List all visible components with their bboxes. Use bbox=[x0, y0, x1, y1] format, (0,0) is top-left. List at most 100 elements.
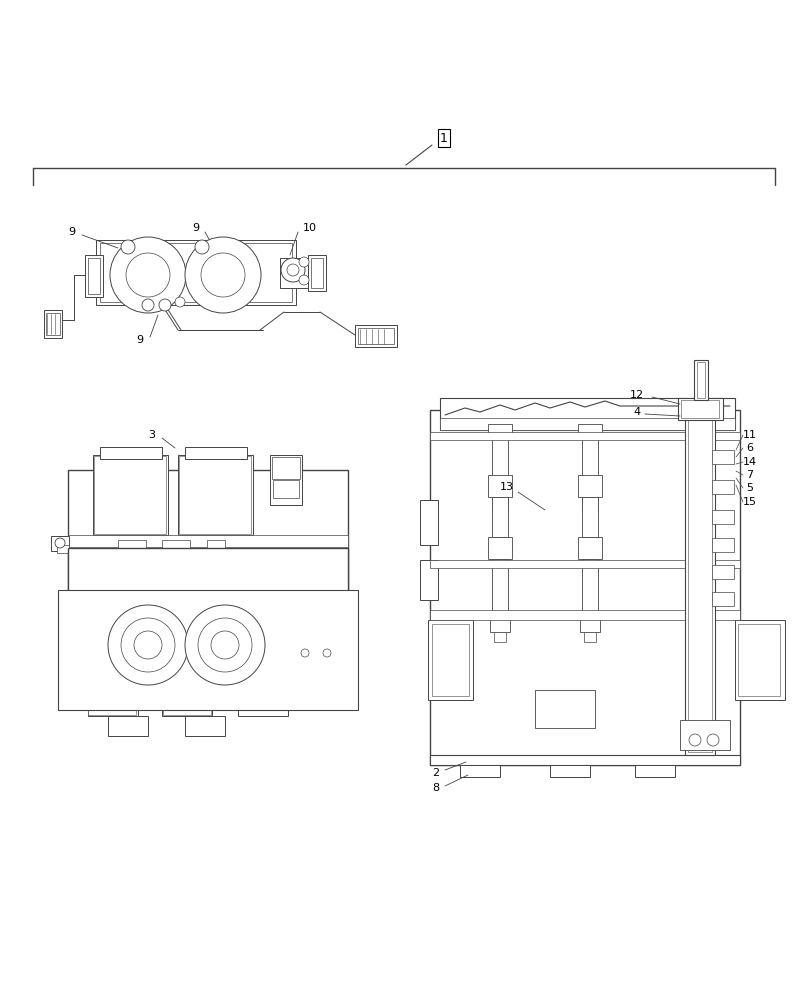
Bar bbox=[687, 418, 711, 752]
Bar bbox=[734, 620, 784, 700]
Bar bbox=[51, 536, 69, 551]
Circle shape bbox=[126, 253, 169, 297]
Bar bbox=[178, 455, 253, 535]
Bar bbox=[68, 535, 348, 547]
Bar bbox=[430, 432, 739, 440]
Bar bbox=[108, 716, 148, 736]
Bar bbox=[46, 313, 60, 335]
Bar bbox=[427, 620, 473, 700]
Bar bbox=[737, 624, 779, 696]
Bar bbox=[493, 632, 505, 642]
Circle shape bbox=[108, 605, 188, 685]
Circle shape bbox=[211, 631, 238, 659]
Bar bbox=[440, 418, 734, 430]
Text: 1: 1 bbox=[440, 132, 448, 145]
Bar bbox=[577, 424, 601, 434]
Bar bbox=[85, 255, 103, 297]
Bar bbox=[96, 240, 296, 305]
Bar bbox=[419, 500, 437, 545]
Circle shape bbox=[706, 734, 718, 746]
Bar bbox=[280, 258, 307, 288]
Bar bbox=[581, 430, 597, 510]
Bar bbox=[491, 559, 508, 614]
Bar bbox=[100, 243, 292, 302]
Text: 15: 15 bbox=[742, 497, 756, 507]
Text: 5: 5 bbox=[745, 483, 753, 493]
Text: 13: 13 bbox=[500, 482, 513, 492]
Bar bbox=[100, 447, 162, 459]
Bar bbox=[711, 450, 733, 464]
Text: 3: 3 bbox=[148, 430, 156, 440]
Text: 14: 14 bbox=[742, 457, 756, 467]
Bar bbox=[579, 614, 599, 632]
Bar bbox=[431, 624, 469, 696]
Circle shape bbox=[134, 631, 162, 659]
Bar bbox=[711, 538, 733, 552]
Text: 9: 9 bbox=[136, 335, 144, 345]
Bar bbox=[491, 497, 508, 537]
Circle shape bbox=[121, 618, 175, 672]
Circle shape bbox=[185, 605, 264, 685]
Bar bbox=[549, 765, 590, 777]
Text: 11: 11 bbox=[742, 430, 756, 440]
Text: 4: 4 bbox=[633, 407, 640, 417]
Bar bbox=[311, 258, 323, 288]
Bar bbox=[162, 698, 212, 716]
Bar bbox=[354, 325, 397, 347]
Bar bbox=[534, 690, 594, 728]
Bar bbox=[577, 537, 601, 559]
Bar bbox=[93, 455, 168, 535]
Bar bbox=[487, 537, 512, 559]
Circle shape bbox=[185, 237, 260, 313]
Bar bbox=[489, 614, 509, 632]
Bar bbox=[68, 548, 348, 698]
Bar bbox=[162, 540, 190, 552]
Bar bbox=[238, 698, 288, 716]
Bar bbox=[307, 255, 325, 291]
Circle shape bbox=[298, 275, 309, 285]
Text: 2: 2 bbox=[432, 768, 439, 778]
Bar bbox=[696, 362, 704, 398]
Bar bbox=[581, 559, 597, 614]
Bar bbox=[680, 400, 718, 418]
Text: 7: 7 bbox=[745, 470, 753, 480]
Bar bbox=[684, 415, 714, 755]
Circle shape bbox=[175, 297, 185, 307]
Circle shape bbox=[159, 299, 171, 311]
Bar bbox=[430, 755, 739, 765]
Circle shape bbox=[281, 258, 305, 282]
Bar bbox=[88, 698, 138, 716]
Bar bbox=[679, 720, 729, 750]
Circle shape bbox=[323, 649, 331, 657]
Circle shape bbox=[195, 240, 208, 254]
Circle shape bbox=[142, 299, 154, 311]
Bar bbox=[693, 360, 707, 400]
Circle shape bbox=[109, 237, 186, 313]
Bar bbox=[358, 328, 393, 344]
Bar bbox=[185, 447, 247, 459]
Bar bbox=[58, 590, 358, 710]
Bar bbox=[270, 455, 302, 505]
Bar bbox=[487, 424, 512, 434]
Bar bbox=[430, 560, 739, 568]
Text: 9: 9 bbox=[192, 223, 200, 233]
Bar bbox=[207, 540, 225, 555]
Bar bbox=[487, 475, 512, 497]
Bar bbox=[272, 480, 298, 498]
Bar bbox=[581, 497, 597, 537]
Bar bbox=[711, 480, 733, 494]
Circle shape bbox=[121, 240, 135, 254]
Bar bbox=[677, 398, 722, 420]
Text: 6: 6 bbox=[745, 443, 753, 453]
Text: 12: 12 bbox=[629, 390, 643, 400]
Circle shape bbox=[198, 618, 251, 672]
Text: 10: 10 bbox=[303, 223, 316, 233]
Bar bbox=[440, 398, 734, 430]
Bar bbox=[68, 470, 348, 700]
Bar bbox=[44, 310, 62, 338]
Bar bbox=[491, 430, 508, 510]
Bar bbox=[460, 765, 500, 777]
Circle shape bbox=[298, 257, 309, 267]
Bar bbox=[577, 475, 601, 497]
Circle shape bbox=[201, 253, 245, 297]
